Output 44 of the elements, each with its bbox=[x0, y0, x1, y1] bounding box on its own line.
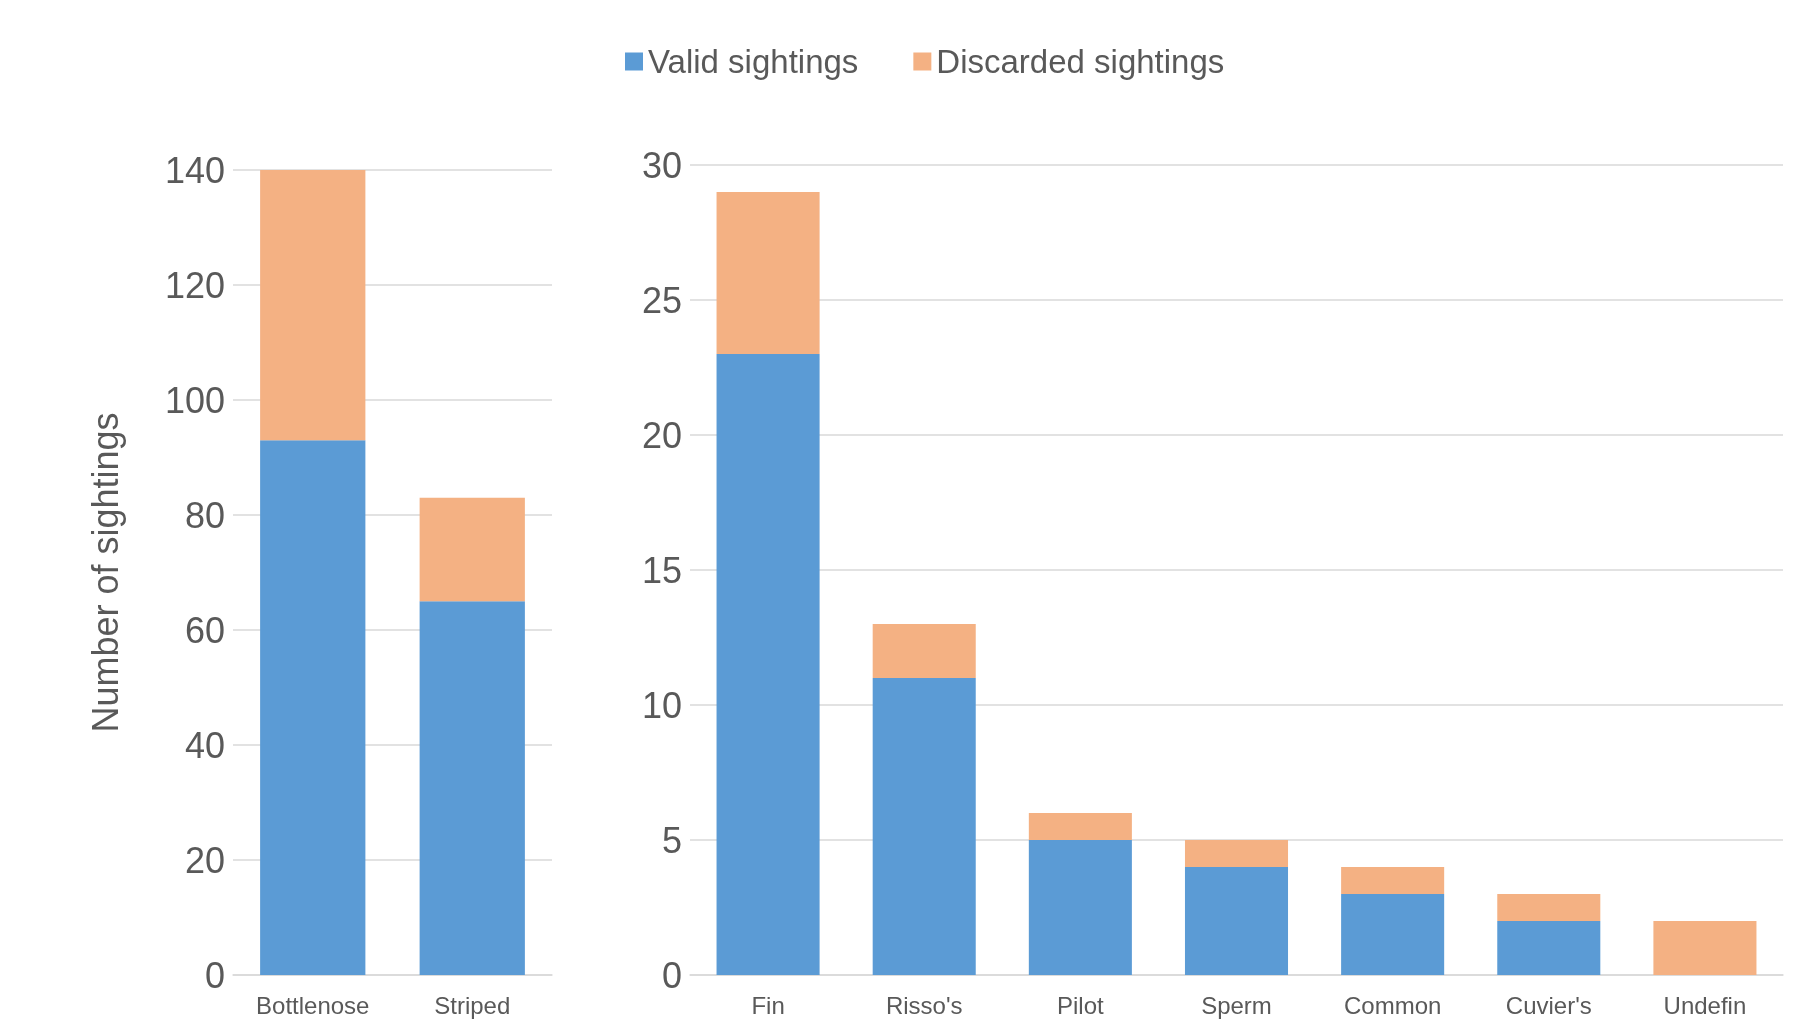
bar bbox=[716, 354, 820, 975]
bar bbox=[1653, 921, 1757, 975]
bar bbox=[260, 440, 366, 975]
y-tick-label: 25 bbox=[641, 279, 682, 321]
bar bbox=[419, 601, 525, 975]
x-tick-label: Sperm bbox=[1201, 991, 1272, 1019]
y-tick-label: 10 bbox=[641, 684, 682, 726]
legend-label: Discarded sightings bbox=[936, 43, 1225, 80]
y-tick-label: 60 bbox=[184, 609, 225, 651]
x-tick-label: Pilot bbox=[1057, 991, 1105, 1019]
x-tick-label: Fin bbox=[751, 991, 785, 1019]
x-tick-label: Risso's bbox=[885, 991, 963, 1019]
y-tick-label: 40 bbox=[184, 724, 225, 766]
bar bbox=[1497, 894, 1601, 921]
y-tick-label: 80 bbox=[184, 494, 225, 536]
y-tick-label: 0 bbox=[204, 954, 225, 996]
bar bbox=[872, 678, 976, 975]
bar bbox=[1497, 921, 1601, 975]
y-tick-label: 15 bbox=[641, 549, 682, 591]
x-tick-label: Striped bbox=[434, 991, 511, 1019]
bar bbox=[872, 624, 976, 678]
y-tick-label: 5 bbox=[661, 819, 682, 861]
legend-label: Valid sightings bbox=[648, 43, 859, 80]
bar bbox=[1341, 867, 1445, 894]
y-axis-title: Number of sightings bbox=[84, 412, 126, 733]
bar bbox=[716, 192, 820, 354]
bar bbox=[1341, 894, 1445, 975]
y-tick-label: 30 bbox=[641, 144, 682, 186]
y-tick-label: 20 bbox=[184, 839, 225, 881]
y-tick-label: 0 bbox=[661, 954, 682, 996]
x-tick-label: Bottlenose bbox=[256, 991, 370, 1019]
y-tick-label: 100 bbox=[164, 379, 225, 421]
x-tick-label: Undefin bbox=[1663, 991, 1747, 1019]
bar bbox=[260, 170, 366, 441]
bar bbox=[1028, 840, 1132, 975]
y-tick-label: 20 bbox=[641, 414, 682, 456]
y-tick-label: 120 bbox=[164, 264, 225, 306]
x-tick-label: Common bbox=[1343, 991, 1442, 1019]
x-tick-label: Cuvier's bbox=[1505, 991, 1592, 1019]
bar bbox=[1028, 813, 1132, 840]
bar bbox=[1184, 840, 1289, 867]
y-tick-label: 140 bbox=[164, 149, 225, 191]
bar bbox=[419, 497, 525, 602]
bar bbox=[1184, 867, 1289, 975]
